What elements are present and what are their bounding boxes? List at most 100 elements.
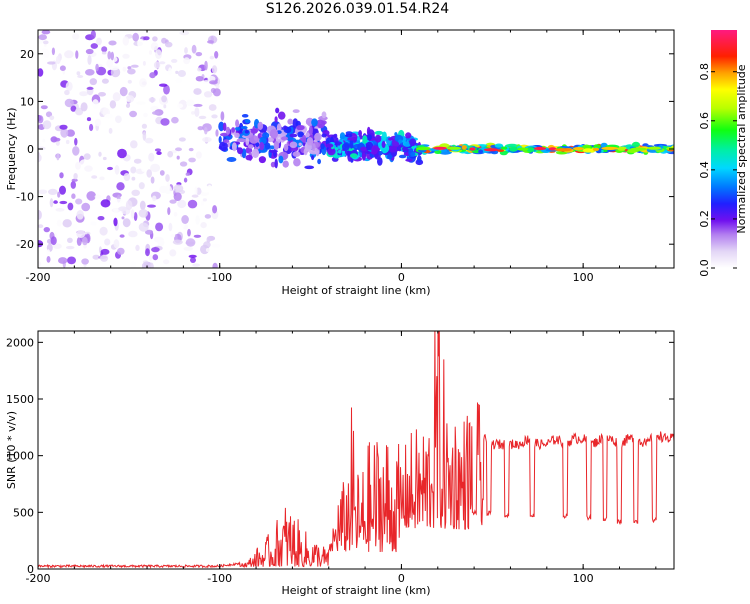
spectrogram-blob [177,70,186,77]
spectrogram-blob [97,216,105,221]
spectrogram-blob [110,51,115,61]
spectrogram-blob [142,61,146,66]
spectrogram-blob [275,107,280,114]
spectrogram-blob [193,234,202,238]
spectrogram-blob [76,71,81,76]
spectrogram-blob [173,184,184,193]
spectrogram-blob [55,208,65,212]
spectrogram-blob [212,262,218,268]
spectrogram-blob [394,132,398,137]
spectrogram-blob [193,103,203,107]
snr-xtick-label: -100 [207,572,232,585]
spectrogram-blob [117,148,127,159]
spectrogram-blob [141,165,147,172]
spectrogram-blob [283,125,288,131]
spectrogram-blob [206,236,211,243]
spectrogram-blob [202,198,207,202]
spectrogram-blob [101,46,108,53]
spectrogram-blob [231,127,236,133]
spectrogram-blob [86,86,94,90]
spectrogram-blob [321,111,327,119]
spectrogram-blob [398,139,403,144]
spectrogram-blob [281,136,288,141]
spectrogram-blob [49,198,54,208]
spectrogram-blob [125,95,135,103]
spectrogram-blob [114,165,120,175]
spectrogram-blob [117,123,125,133]
spectrogram-blob [207,184,212,192]
spectrogram-blob [278,155,284,164]
spectrogram-blob [81,258,89,265]
spectrogram-blob [245,136,250,146]
spectrogram-blob [163,259,170,265]
spectrogram-blob [195,52,203,57]
spectrogram-blob [341,143,350,151]
spectrogram-blob [38,68,44,77]
spectrogram-blob [398,154,407,159]
spectrogram-blob [289,133,298,138]
spectrogram-blob [56,153,60,161]
spectrogram-blob [203,91,213,98]
spectrogram-blob [173,192,182,202]
spectrogram-blob [187,199,198,209]
spectrogram-blob [127,68,136,75]
spectrogram-blob [41,30,51,35]
spectrogram-blob [150,176,155,184]
spectrogram-blob [94,194,102,199]
spectrogram-blob [59,185,66,195]
spectrogram-blob [38,34,47,41]
spectrogram-blob [135,244,140,251]
spectrogram-blob [320,143,325,150]
spectrogram-blob [109,65,119,71]
spectrogram-blob [86,191,96,201]
spectrogram-blob [202,136,212,143]
spectrogram-blob [65,139,70,145]
spectrogram-blob [46,249,51,256]
snr-ytick-label: 0 [27,563,34,576]
spectrogram-blob [204,214,212,219]
spectrogram-blob [108,40,117,46]
spectrogram-blob [100,254,109,262]
spectrogram-blob [53,243,62,249]
spectrogram-blob [287,118,294,125]
spectrogram-blob [338,149,342,154]
spectrogram-blob [301,134,307,143]
spectrogram-blob [185,238,196,247]
spectrogram-blob [133,158,142,164]
spectrogram-blob [77,75,84,78]
spectrogram-blob [235,119,240,128]
spectrogram-blob [42,138,46,143]
spectrogram-blob [176,103,184,109]
spectrogram-blob [378,151,383,156]
spectrogram-blob [360,146,367,152]
spectrogram-blob [202,80,211,85]
spectrogram-blob [194,107,200,117]
spectrogram-blob [165,174,170,182]
spectrogram-blob [175,70,179,74]
spectrogram-blob [185,172,190,176]
spectrogram-blob [167,207,171,216]
spectrogram-blob [121,216,125,220]
spectrogram-blob [186,100,195,107]
spectrogram-blob [85,69,95,76]
spectrogram-blob [125,200,133,211]
spectrogram-blob [205,248,210,252]
spectrogram-blob [41,57,49,64]
spectrogram-ridge [592,147,600,151]
spectrogram-blob [388,146,398,153]
spectrogram-ridge [483,148,499,152]
spectrogram-blob [311,143,316,152]
spectrogram-blob [79,159,90,166]
spectrogram-blob [150,136,158,146]
spectrogram-blob [106,59,114,68]
spectrogram-blob [401,146,408,152]
spectrogram-blob [169,249,177,257]
spectrogram-blob [38,224,44,229]
colorbar-tick-label: 0.8 [698,63,711,81]
spectrogram-blob [132,32,139,42]
spectrogram-blob [107,51,112,60]
spectrogram-ridge [630,147,648,151]
spectrogram-blob [200,200,205,206]
